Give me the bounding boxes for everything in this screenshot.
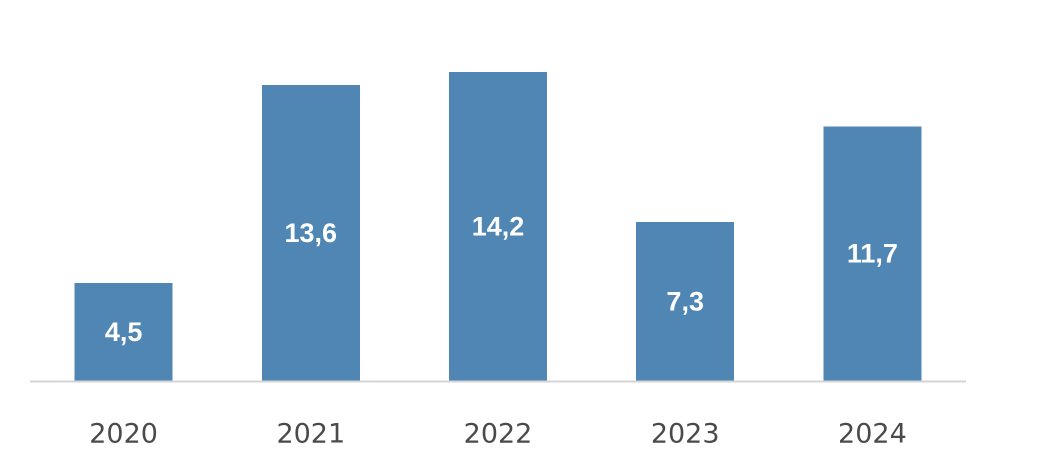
bar-2024 [823,126,922,382]
data-label-2021: 13,6 [285,218,338,248]
x-tick-label-2021: 2021 [276,419,345,450]
bar-2022 [449,72,547,381]
bar-2023 [636,222,735,381]
bar-2020 [74,283,173,381]
x-tick-label-2024: 2024 [838,419,907,450]
value-labels-layer: 4,5 13,6 14,2 7,3 11,7 [105,212,898,348]
x-axis-tick-labels: 2020 2021 2022 2023 2024 [89,419,907,450]
x-tick-label-2020: 2020 [89,419,158,450]
bar-2021 [261,85,360,381]
x-tick-label-2022: 2022 [464,419,533,450]
data-label-2020: 4,5 [105,317,143,347]
data-label-2024: 11,7 [847,239,898,269]
x-tick-label-2023: 2023 [651,419,720,450]
bars-layer [74,72,922,382]
data-label-2023: 7,3 [666,287,704,317]
data-label-2022: 14,2 [472,212,525,242]
